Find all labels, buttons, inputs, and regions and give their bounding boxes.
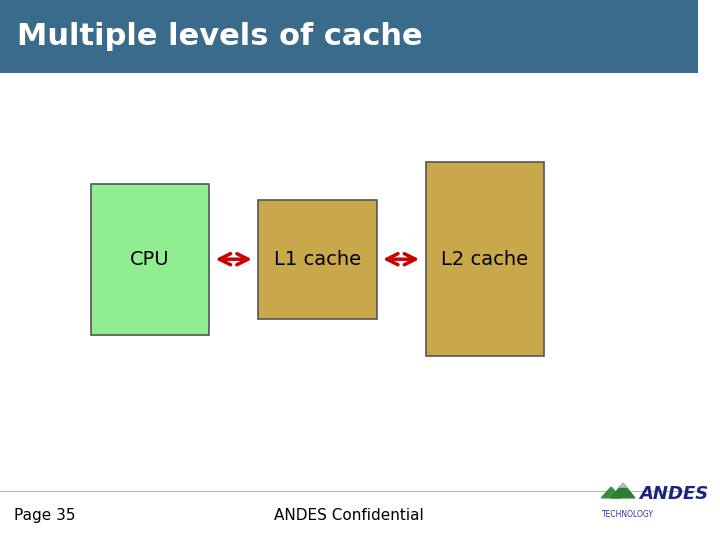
- Text: TECHNOLOGY: TECHNOLOGY: [602, 510, 654, 519]
- Text: ANDES: ANDES: [639, 485, 708, 503]
- Text: L2 cache: L2 cache: [441, 249, 528, 269]
- Polygon shape: [601, 487, 621, 498]
- Text: Page 35: Page 35: [14, 508, 76, 523]
- Polygon shape: [618, 483, 627, 487]
- Text: ANDES Confidential: ANDES Confidential: [274, 508, 423, 523]
- Text: Multiple levels of cache: Multiple levels of cache: [17, 22, 423, 51]
- Text: CPU: CPU: [130, 249, 170, 269]
- FancyBboxPatch shape: [0, 0, 698, 73]
- FancyBboxPatch shape: [426, 162, 544, 356]
- FancyBboxPatch shape: [258, 200, 377, 319]
- FancyBboxPatch shape: [91, 184, 210, 335]
- Polygon shape: [611, 483, 635, 498]
- Text: L1 cache: L1 cache: [274, 249, 361, 269]
